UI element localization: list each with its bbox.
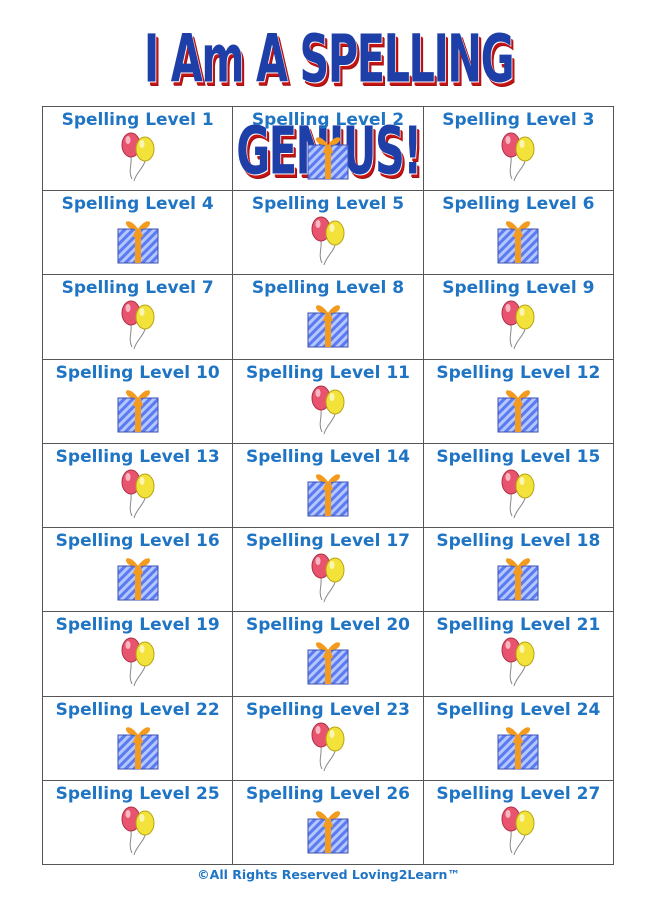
level-cell: Spelling Level 15 (422, 442, 615, 529)
level-label: Spelling Level 25 (55, 783, 220, 804)
grid-row: Spelling Level 4 Spelling Level 5 Spelling… (41, 190, 615, 276)
gift-icon (497, 389, 539, 433)
gift-icon (117, 389, 159, 433)
balloons-icon (501, 806, 535, 855)
grid-row: Spelling Level 7 Spelling Level 8 Spelling… (41, 274, 615, 360)
balloons-icon (311, 553, 345, 603)
level-cell: Spelling Level 25 (41, 779, 234, 866)
balloons-icon (311, 385, 345, 434)
level-label: Spelling Level 1 (61, 110, 214, 130)
gift-icon (307, 137, 349, 180)
balloons-icon (501, 300, 535, 350)
level-label: Spelling Level 26 (245, 783, 410, 804)
level-cell: Spelling Level 1 (41, 105, 234, 192)
balloons-icon (311, 722, 345, 771)
grid-row: Spelling Level 22 Spelling Level 23 Spelli… (41, 695, 615, 781)
level-cell: Spelling Level 23 (232, 695, 424, 781)
level-cell: Spelling Level 14 (232, 442, 424, 529)
level-cell: Spelling Level 20 (232, 611, 424, 697)
gift-icon (307, 642, 349, 685)
gift-icon (307, 810, 349, 854)
level-label: Spelling Level 7 (61, 278, 214, 299)
level-label: Spelling Level 5 (251, 194, 405, 215)
level-label: Spelling Level 27 (436, 783, 601, 804)
balloons-icon (311, 216, 345, 266)
level-cell: Spelling Level 2 (232, 105, 424, 192)
level-label: Spelling Level 23 (245, 699, 410, 720)
gift-icon (497, 726, 539, 770)
level-cell: Spelling Level 11 (232, 358, 424, 444)
balloons-icon (501, 637, 535, 687)
level-cell: Spelling Level 17 (232, 527, 424, 613)
level-cell: Spelling Level 16 (41, 527, 234, 613)
level-label: Spelling Level 16 (55, 531, 220, 552)
balloons-icon (121, 637, 155, 687)
copyright-footer: ©All Rights Reserved Loving2Learn™ (197, 867, 460, 882)
level-label: Spelling Level 9 (442, 278, 595, 299)
level-label: Spelling Level 4 (61, 194, 214, 215)
level-cell: Spelling Level 4 (41, 190, 234, 276)
level-label: Spelling Level 17 (245, 531, 410, 552)
grid-row: Spelling Level 19 Spelling Level 20 Spelli… (41, 611, 615, 697)
level-cell: Spelling Level 13 (41, 442, 234, 529)
balloons-icon (121, 300, 155, 350)
grid-row: Spelling Level 13 Spelling Level 14 Spelli… (41, 442, 615, 529)
level-label: Spelling Level 22 (55, 699, 220, 720)
level-label: Spelling Level 3 (442, 110, 595, 130)
gift-icon (117, 221, 159, 264)
balloons-icon (121, 132, 155, 182)
level-label: Spelling Level 12 (436, 362, 601, 383)
level-label: Spelling Level 24 (436, 699, 601, 720)
level-cell: Spelling Level 3 (422, 105, 615, 192)
level-cell: Spelling Level 6 (422, 190, 615, 276)
gift-icon (117, 558, 159, 601)
level-cell: Spelling Level 10 (41, 358, 234, 444)
level-cell: Spelling Level 18 (422, 527, 615, 613)
balloons-icon (501, 469, 535, 519)
grid-row: Spelling Level 25 Spelling Level 26 Spelli… (41, 779, 615, 866)
grid-row: Spelling Level 16 Spelling Level 17 Spelli… (41, 527, 615, 613)
gift-icon (497, 221, 539, 264)
level-cell: Spelling Level 5 (232, 190, 424, 276)
level-label: Spelling Level 13 (55, 446, 220, 467)
gift-icon (497, 558, 539, 601)
level-label: Spelling Level 15 (436, 446, 601, 467)
level-cell: Spelling Level 9 (422, 274, 615, 360)
level-label: Spelling Level 10 (55, 362, 220, 383)
level-label: Spelling Level 20 (245, 615, 410, 636)
balloons-icon (501, 132, 535, 182)
level-label: Spelling Level 21 (436, 615, 601, 636)
level-label: Spelling Level 19 (55, 615, 220, 636)
level-label: Spelling Level 18 (436, 531, 601, 552)
grid-row: Spelling Level 1 Spelling Level 2 Spelling… (41, 105, 615, 192)
level-cell: Spelling Level 8 (232, 274, 424, 360)
level-cell: Spelling Level 12 (422, 358, 615, 444)
level-cell: Spelling Level 26 (232, 779, 424, 866)
level-cell: Spelling Level 21 (422, 611, 615, 697)
level-label: Spelling Level 2 (251, 110, 405, 130)
grid-row: Spelling Level 10 Spelling Level 11 Spelli… (41, 358, 615, 444)
spelling-levels-grid: Spelling Level 1 Spelling Level 2 Spelling… (41, 105, 615, 866)
balloons-icon (121, 806, 155, 855)
level-label: Spelling Level 14 (245, 446, 410, 467)
balloons-icon (121, 469, 155, 519)
gift-icon (307, 474, 349, 517)
level-cell: Spelling Level 7 (41, 274, 234, 360)
gift-icon (117, 726, 159, 770)
level-cell: Spelling Level 22 (41, 695, 234, 781)
level-cell: Spelling Level 19 (41, 611, 234, 697)
level-label: Spelling Level 8 (251, 278, 405, 299)
gift-icon (307, 305, 349, 348)
level-label: Spelling Level 6 (442, 194, 595, 215)
level-cell: Spelling Level 27 (422, 779, 615, 866)
level-label: Spelling Level 11 (245, 362, 410, 383)
level-cell: Spelling Level 24 (422, 695, 615, 781)
